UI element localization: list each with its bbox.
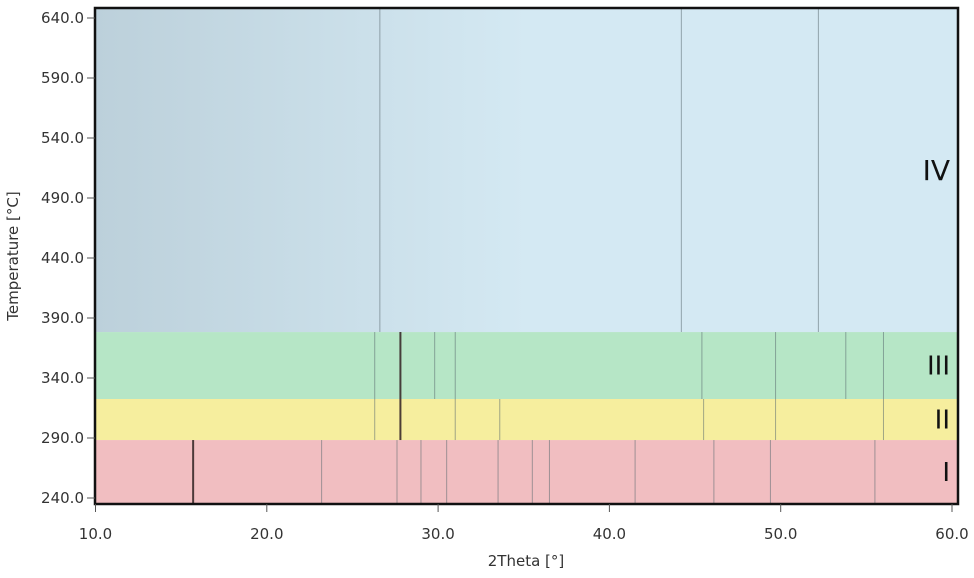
y-tick-label: 440.0 [41,249,84,267]
region-I [95,440,958,504]
y-tick-label: 540.0 [41,129,84,147]
y-tick-label: 340.0 [41,369,84,387]
region-label-III: III [927,352,950,382]
region-label-IV: IV [923,154,950,187]
x-tick-label: 60.0 [935,525,968,543]
x-tick-label: 10.0 [79,525,112,543]
x-tick-label: 50.0 [764,525,797,543]
y-tick-label: 240.0 [41,489,84,507]
region-shading [95,8,958,333]
y-axis-label: Temperature [°C] [4,191,22,321]
y-tick-label: 590.0 [41,69,84,87]
x-tick-label: 30.0 [421,525,454,543]
y-tick-label: 390.0 [41,309,84,327]
region-label-II: II [935,406,950,436]
x-tick-label: 40.0 [593,525,626,543]
region-III [95,332,958,399]
region-II [95,399,958,441]
y-tick-label: 490.0 [41,189,84,207]
y-tick-label: 290.0 [41,429,84,447]
x-axis-label: 2Theta [°] [488,552,565,570]
plot-frame [93,6,960,506]
x-tick-label: 20.0 [250,525,283,543]
y-tick-label: 640.0 [41,9,84,27]
region-label-I: I [942,458,950,488]
